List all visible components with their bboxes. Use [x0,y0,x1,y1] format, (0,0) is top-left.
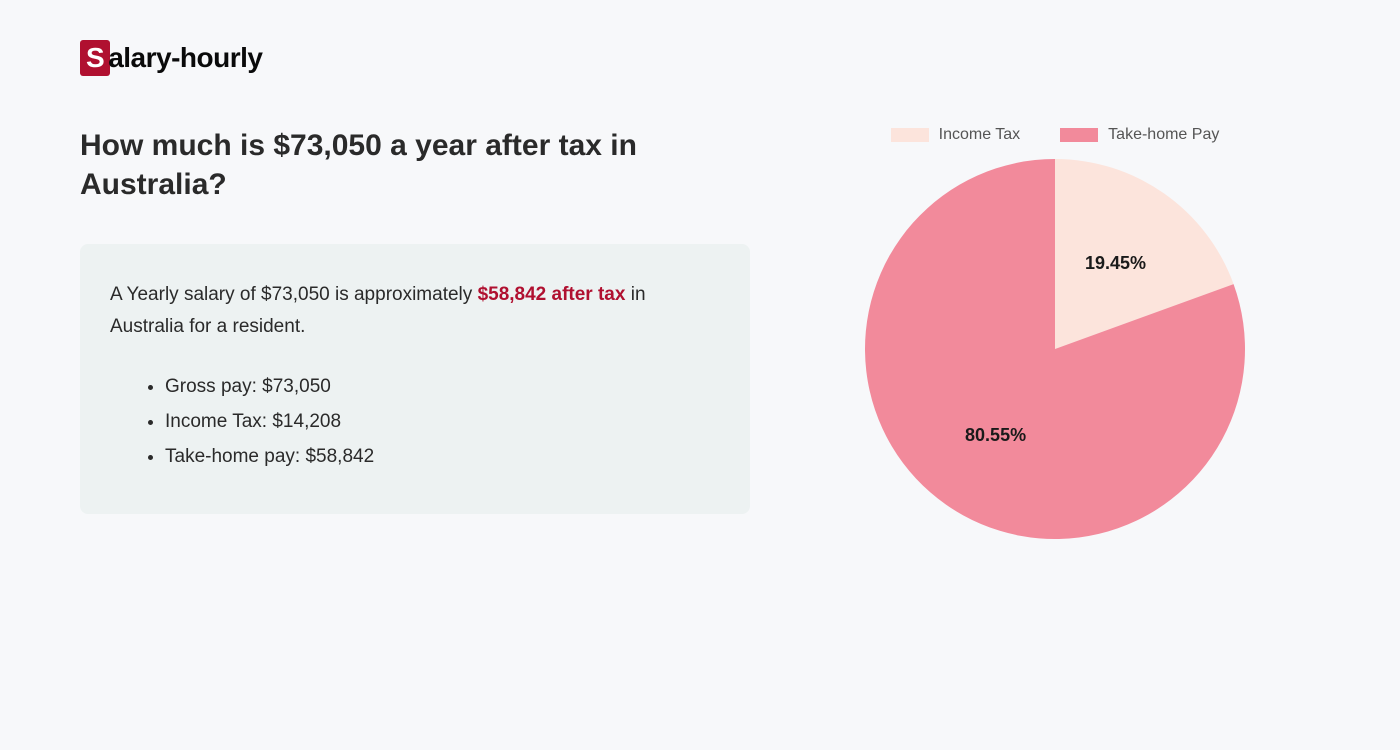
right-panel: Income Tax Take-home Pay 19.45% 80.55% [830,126,1280,539]
summary-highlight: $58,842 after tax [478,284,626,305]
summary-text: A Yearly salary of $73,050 is approximat… [110,279,720,344]
summary-before: A Yearly salary of $73,050 is approximat… [110,284,478,305]
logo-s-badge: S [80,40,110,76]
bullet-item: Take-home pay: $58,842 [165,439,720,474]
logo-text: alary-hourly [108,42,262,73]
site-logo: Salary-hourly [80,40,1320,76]
legend-item-income-tax: Income Tax [891,126,1021,144]
main-container: How much is $73,050 a year after tax in … [80,126,1320,539]
legend-label: Income Tax [939,126,1021,144]
pie-chart: 19.45% 80.55% [865,159,1245,539]
page-heading: How much is $73,050 a year after tax in … [80,126,750,204]
bullet-list: Gross pay: $73,050 Income Tax: $14,208 T… [110,369,720,474]
chart-legend: Income Tax Take-home Pay [891,126,1220,144]
legend-swatch [891,128,929,142]
pie-label-income-tax: 19.45% [1085,253,1146,274]
pie-svg [865,159,1245,539]
pie-label-take-home: 80.55% [965,425,1026,446]
left-panel: How much is $73,050 a year after tax in … [80,126,750,539]
bullet-item: Gross pay: $73,050 [165,369,720,404]
legend-swatch [1060,128,1098,142]
legend-item-take-home: Take-home Pay [1060,126,1219,144]
bullet-item: Income Tax: $14,208 [165,404,720,439]
legend-label: Take-home Pay [1108,126,1219,144]
summary-box: A Yearly salary of $73,050 is approximat… [80,244,750,514]
